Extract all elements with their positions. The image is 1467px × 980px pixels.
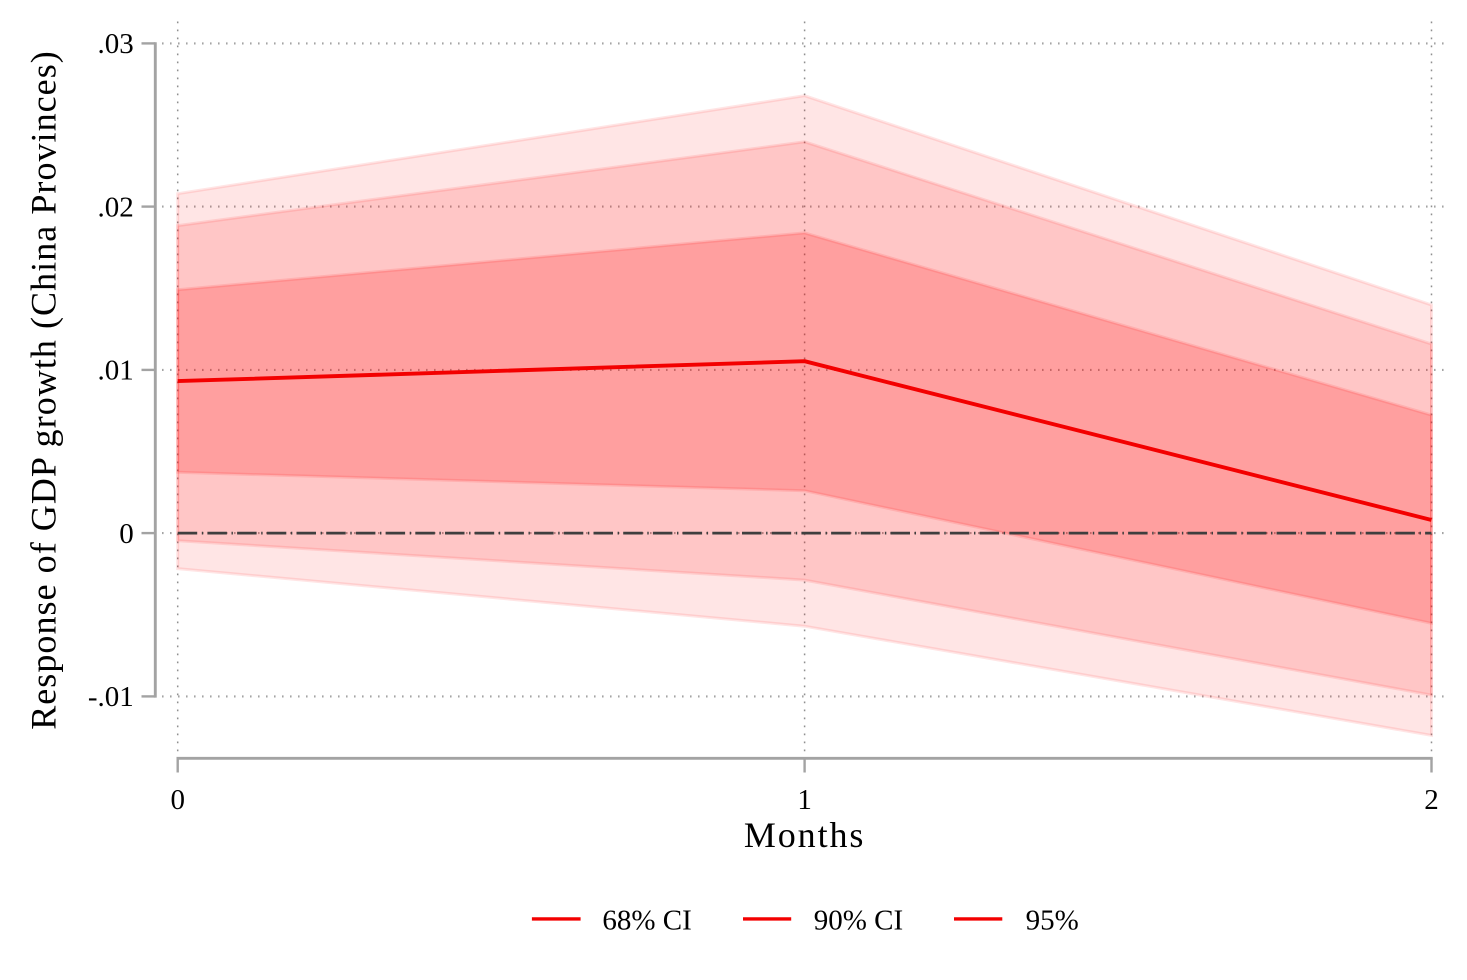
svg-text:0: 0 bbox=[170, 784, 185, 816]
svg-text:-.01: -.01 bbox=[88, 681, 134, 713]
svg-text:95%: 95% bbox=[1026, 904, 1079, 936]
svg-text:68% CI: 68% CI bbox=[602, 904, 691, 936]
svg-text:90% CI: 90% CI bbox=[814, 904, 903, 936]
svg-text:.01: .01 bbox=[98, 355, 134, 387]
svg-text:0: 0 bbox=[119, 518, 134, 550]
svg-text:.03: .03 bbox=[98, 28, 134, 60]
svg-text:Response of GDP growth (China: Response of GDP growth (China Provinces) bbox=[24, 50, 64, 730]
svg-text:1: 1 bbox=[797, 784, 812, 816]
svg-text:2: 2 bbox=[1424, 784, 1439, 816]
svg-text:Months: Months bbox=[744, 815, 865, 855]
svg-text:.02: .02 bbox=[98, 191, 134, 223]
